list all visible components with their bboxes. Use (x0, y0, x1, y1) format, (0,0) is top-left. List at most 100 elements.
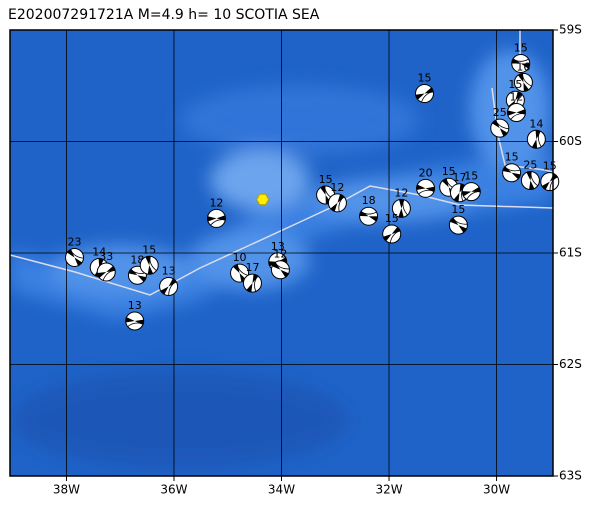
compression-quadrant (145, 256, 154, 275)
compression-quadrant (66, 249, 83, 266)
depth-label: 15 (142, 243, 156, 256)
x-tick-label: 34W (268, 483, 295, 497)
focal-mechanism (65, 247, 85, 267)
nodal-plane (210, 219, 226, 226)
y-tick-label: 60S (559, 134, 582, 148)
nodal-plane (530, 171, 538, 187)
nodal-plane (102, 269, 116, 281)
x-tick-label: 32W (375, 483, 402, 497)
focal-mechanism (526, 129, 546, 149)
beachball (139, 255, 159, 275)
depth-label: 15 (451, 203, 465, 216)
nodal-plane (510, 113, 526, 120)
y-tick-label: 59S (559, 23, 582, 37)
map-frame (9, 29, 554, 477)
compression-quadrant (207, 215, 226, 222)
beachball (242, 273, 262, 293)
nodal-plane (549, 176, 558, 191)
depth-label: 17 (245, 261, 259, 274)
focal-mechanism (502, 163, 522, 183)
focal-mechanism (490, 118, 510, 138)
nodal-plane (274, 262, 290, 270)
compression-quadrant (453, 183, 466, 202)
beachball (520, 171, 540, 191)
y-tick-label: 63S (559, 469, 582, 483)
depth-label: 15 (508, 78, 522, 91)
beachball (415, 84, 435, 104)
epicenter (256, 193, 270, 206)
focal-mechanism (327, 193, 347, 213)
compression-quadrant (128, 268, 147, 282)
compression-quadrant (450, 217, 467, 233)
depth-label: 12 (273, 248, 287, 261)
focal-mechanism (159, 276, 179, 296)
y-tick-label: 62S (559, 357, 582, 371)
focal-mechanism (506, 103, 526, 123)
focal-mechanism (125, 311, 145, 331)
depth-label: 13 (162, 264, 176, 277)
depth-label: 15 (385, 212, 399, 225)
focal-mechanism (461, 182, 481, 202)
depth-label: 12 (394, 186, 408, 199)
depth-label: 12 (209, 196, 223, 209)
depth-label: 16 (516, 60, 530, 73)
depth-label: 23 (68, 235, 82, 248)
depth-label: 14 (529, 117, 543, 130)
focal-mechanism (391, 198, 411, 218)
x-tick-label: 38W (53, 483, 80, 497)
depth-label: 13 (271, 240, 285, 253)
focal-mechanism (139, 255, 159, 275)
nodal-plane (504, 166, 521, 172)
focal-mechanism (415, 84, 435, 104)
depth-label: 15 (418, 72, 432, 85)
depth-label: 13 (128, 299, 142, 312)
focal-mechanism (382, 224, 402, 244)
depth-label: 12 (509, 91, 523, 104)
compression-quadrant (383, 226, 401, 242)
depth-label: 14 (92, 245, 106, 258)
focal-mechanism (448, 215, 468, 235)
depth-label: 15 (514, 41, 528, 54)
y-tick-label: 61S (559, 246, 582, 260)
focal-mechanism (96, 262, 116, 282)
compression-quadrant (502, 166, 521, 180)
depth-label: 25 (493, 106, 507, 119)
nodal-plane (69, 249, 84, 259)
compression-quadrant (246, 274, 259, 293)
depth-label: 15 (505, 151, 519, 164)
x-tick-label: 36W (160, 483, 187, 497)
compression-quadrant (330, 194, 345, 212)
focal-mechanism (511, 53, 531, 73)
compression-quadrant (320, 186, 331, 205)
compression-quadrant (526, 171, 535, 190)
focal-mechanism (513, 72, 533, 92)
nodal-plane (338, 196, 345, 212)
nodal-plane (168, 281, 177, 296)
compression-quadrant (97, 266, 116, 278)
nodal-plane (452, 217, 468, 225)
nodal-plane (418, 189, 435, 195)
depth-label: 10 (233, 251, 247, 264)
focal-mechanism (359, 206, 379, 226)
nodal-plane (402, 199, 408, 216)
compression-quadrant (160, 278, 177, 295)
depth-label: 20 (419, 166, 433, 179)
focal-mechanism (540, 172, 560, 192)
focal-mechanism (520, 171, 540, 191)
depth-label: 12 (330, 181, 344, 194)
map-title: E202007291721A M=4.9 h= 10 SCOTIA SEA (8, 7, 320, 23)
depth-label: 15 (442, 165, 456, 178)
nodal-plane (127, 322, 144, 327)
depth-label: 15 (319, 173, 333, 186)
nodal-plane (421, 91, 434, 103)
nodal-plane (512, 58, 529, 62)
compression-quadrant (507, 109, 526, 116)
compression-quadrant (462, 187, 481, 197)
nodal-plane (495, 120, 509, 130)
depth-label: 15 (464, 170, 478, 183)
focal-mechanism (230, 263, 250, 283)
nodal-plane (389, 230, 401, 243)
depth-label: 15 (543, 160, 557, 173)
depth-label: 33 (99, 250, 113, 263)
